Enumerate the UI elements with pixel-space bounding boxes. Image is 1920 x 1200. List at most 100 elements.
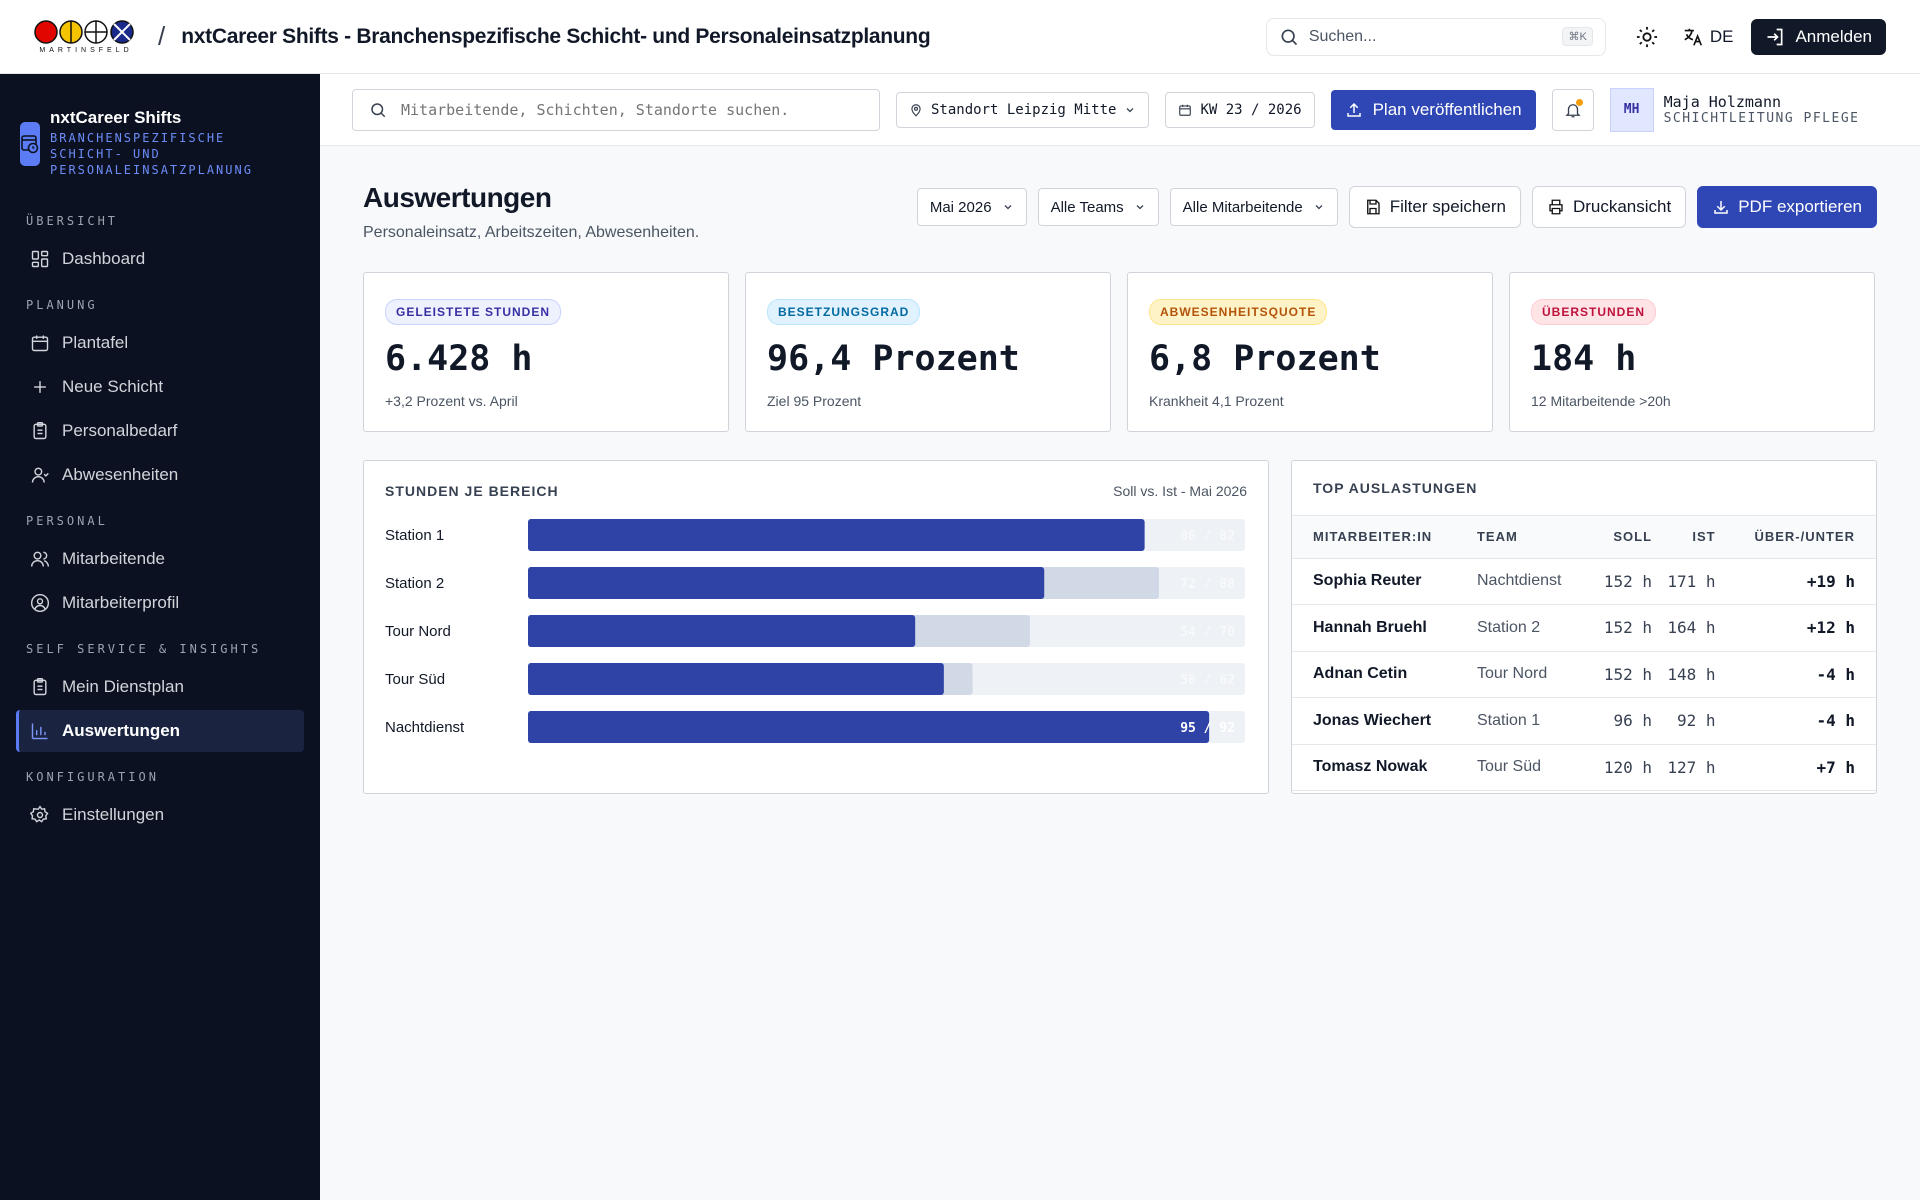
week-label: KW 23 / 2026: [1200, 101, 1302, 118]
sidebar: nxtCareer Shifts BRANCHENSPEZIFISCHE SCH…: [0, 74, 320, 1200]
dashboard-icon: [31, 250, 49, 268]
chart-value-label: 72 / 88: [1180, 577, 1235, 592]
hours-by-area-panel: STUNDEN JE BEREICH Soll vs. Ist - Mai 20…: [363, 460, 1269, 794]
sidebar-brand-sub: BRANCHENSPEZIFISCHE SCHICHT- UND PERSONA…: [50, 131, 253, 177]
employee-name-cell: Hannah Bruehl: [1292, 604, 1477, 652]
print-view-label: Druckansicht: [1572, 197, 1672, 216]
teams-select[interactable]: Alle Teams: [1037, 188, 1159, 226]
nav-section-title: ÜBERSICHT: [26, 214, 119, 228]
table-row[interactable]: Adnan Cetin Tour Nord 152 h 148 h -4 h: [1292, 651, 1876, 698]
sidebar-item-mitarbeitende[interactable]: Mitarbeitende: [16, 538, 304, 580]
month-select[interactable]: Mai 2026: [916, 188, 1027, 226]
chevron-down-icon: [1126, 107, 1134, 112]
sidebar-item-label: Mitarbeiterprofil: [62, 593, 180, 612]
team-cell: Station 1: [1476, 697, 1589, 745]
export-pdf-button[interactable]: PDF exportieren: [1697, 186, 1877, 228]
sidebar-item-mitarbeiterprofil[interactable]: Mitarbeiterprofil: [16, 582, 304, 624]
employee-name-cell: Tomasz Nowak: [1292, 744, 1477, 791]
kpi-value: 96,4 Prozent: [767, 339, 1020, 379]
ist-cell: 127 h: [1652, 744, 1716, 791]
kpi-note: +3,2 Prozent vs. April: [385, 393, 518, 409]
sidebar-item-abwesenheiten[interactable]: Abwesenheiten: [16, 454, 304, 496]
page-title: Auswertungen: [363, 182, 552, 213]
chart-value-label: 54 / 70: [1180, 625, 1235, 640]
location-pin-icon: [911, 103, 921, 117]
employees-select[interactable]: Alle Mitarbeitende: [1169, 188, 1338, 226]
print-view-button[interactable]: Druckansicht: [1531, 186, 1687, 228]
sidebar-item-label: Personalbedarf: [62, 421, 178, 440]
save-filter-button[interactable]: Filter speichern: [1348, 186, 1521, 228]
table-title: TOP AUSLASTUNGEN: [1313, 480, 1478, 496]
chart-category-label: Station 2: [385, 575, 444, 592]
sidebar-item-dashboard[interactable]: Dashboard: [16, 238, 304, 280]
ist-cell: 92 h: [1652, 697, 1716, 745]
location-label: Standort Leipzig Mitte: [931, 101, 1117, 118]
global-search-input[interactable]: Suchen... ⌘K: [1265, 17, 1606, 56]
download-icon: [1714, 201, 1728, 214]
table-row[interactable]: Sophia Reuter Nachtdienst 152 h 171 h +19 h: [1292, 558, 1876, 605]
sidebar-item-auswertungen[interactable]: Auswertungen: [16, 710, 304, 752]
sidebar-item-label: Auswertungen: [62, 721, 181, 740]
title-separator: /: [158, 21, 166, 51]
sidebar-nav: ÜBERSICHT Dashboard PLANUNG Plantafel Neue S…: [16, 214, 304, 836]
language-switch[interactable]: DE: [1682, 26, 1733, 48]
sidebar-item-personalbedarf[interactable]: Personalbedarf: [16, 410, 304, 452]
soll-cell: 120 h: [1588, 744, 1653, 791]
sidebar-item-label: Mitarbeitende: [62, 549, 166, 568]
printer-icon: [1549, 199, 1563, 215]
publish-plan-button[interactable]: Plan veröffentlichen: [1330, 89, 1536, 130]
search-icon: [1281, 29, 1297, 45]
bell-icon: [1564, 103, 1581, 117]
subheader-toolbar: Standort Leipzig Mitte KW 23 / 2026 Plan…: [320, 74, 1920, 146]
translate-icon: [1684, 28, 1702, 46]
entity-search-input[interactable]: [401, 100, 841, 119]
sidebar-item-einstellungen[interactable]: Einstellungen: [16, 794, 304, 836]
main-content: Auswertungen Personaleinsatz, Arbeitszei…: [363, 146, 1877, 794]
export-pdf-label: PDF exportieren: [1738, 197, 1862, 216]
sidebar-item-label: Einstellungen: [62, 805, 165, 824]
column-header[interactable]: ÜBER-/UNTER: [1715, 516, 1876, 559]
calendar-icon: [31, 335, 49, 352]
employee-name-cell: Sophia Reuter: [1292, 558, 1477, 605]
kpi-label: GELEISTETE STUNDEN: [385, 299, 562, 325]
sidebar-item-mein-dienstplan[interactable]: Mein Dienstplan: [16, 666, 304, 708]
clipboard-icon: [33, 677, 47, 696]
sidebar-brand[interactable]: nxtCareer Shifts BRANCHENSPEZIFISCHE SCH…: [16, 74, 304, 204]
sidebar-item-label: Mein Dienstplan: [62, 677, 184, 696]
nav-section-title: KONFIGURATION: [26, 770, 159, 784]
app-icon: [20, 122, 40, 166]
week-select[interactable]: KW 23 / 2026: [1165, 91, 1315, 128]
gear-icon: [30, 805, 49, 823]
clipboard-icon: [33, 421, 47, 440]
user-menu[interactable]: MH Maja Holzmann SCHICHTLEITUNG PFLEGE: [1609, 87, 1860, 132]
login-icon: [1767, 28, 1783, 45]
theme-toggle-button[interactable]: [1628, 18, 1666, 56]
kpi-value: 6,8 Prozent: [1149, 339, 1381, 379]
nav-section-0: ÜBERSICHT Dashboard: [16, 214, 304, 280]
sidebar-item-label: Neue Schicht: [62, 377, 164, 396]
chart-title: STUNDEN JE BEREICH: [385, 483, 559, 499]
ist-cell: 171 h: [1652, 558, 1716, 605]
sidebar-item-label: Dashboard: [62, 249, 146, 268]
soll-cell: 152 h: [1588, 604, 1653, 652]
column-header[interactable]: SOLL: [1588, 516, 1653, 559]
sidebar-item-neue-schicht[interactable]: Neue Schicht: [16, 366, 304, 408]
nav-section-3: SELF SERVICE & INSIGHTS Mein Dienstplan Au…: [16, 642, 304, 752]
column-header[interactable]: MITARBEITER:IN: [1292, 516, 1477, 559]
notifications-button[interactable]: [1551, 88, 1594, 131]
location-select[interactable]: Standort Leipzig Mitte: [896, 91, 1150, 128]
kpi-card: BESETZUNGSGRAD 96,4 Prozent Ziel 95 Prozen…: [745, 272, 1111, 432]
chart-bar-ist: [528, 519, 1145, 551]
brand-logo[interactable]: MARTINSFELD: [34, 19, 138, 54]
table-row[interactable]: Hannah Bruehl Station 2 152 h 164 h +12 h: [1292, 604, 1876, 652]
table-row[interactable]: Tomasz Nowak Tour Süd 120 h 127 h +7 h: [1292, 744, 1876, 791]
login-button[interactable]: Anmelden: [1751, 18, 1886, 55]
column-header[interactable]: TEAM: [1476, 516, 1589, 559]
entity-search-field[interactable]: [352, 88, 880, 131]
avatar: MH: [1609, 87, 1654, 132]
kpi-card: ÜBERSTUNDEN 184 h 12 Mitarbeitende >20h: [1509, 272, 1875, 432]
sidebar-item-plantafel[interactable]: Plantafel: [16, 322, 304, 364]
table-row[interactable]: Jonas Wiechert Station 1 96 h 92 h -4 h: [1292, 697, 1876, 745]
column-header[interactable]: IST: [1652, 516, 1716, 559]
